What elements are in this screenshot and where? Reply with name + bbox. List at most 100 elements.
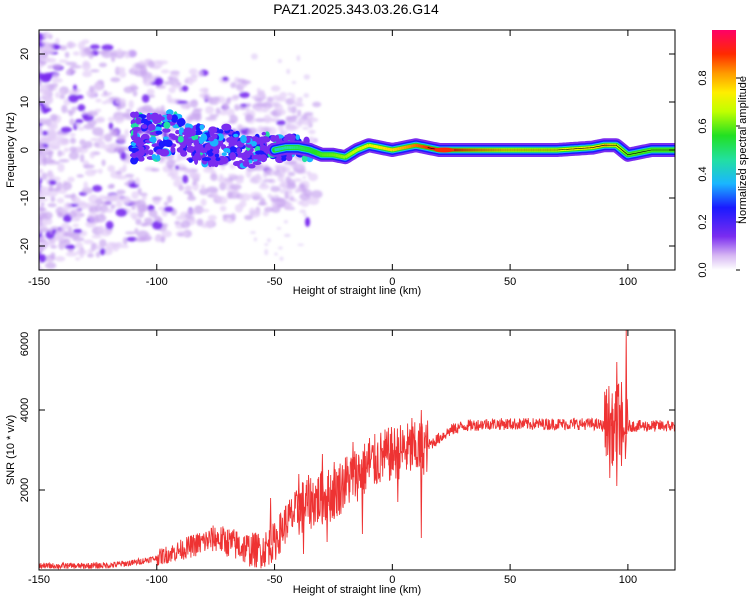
noise-blob	[167, 76, 173, 80]
noise-blob	[90, 69, 100, 73]
ridge-blob	[166, 113, 173, 121]
noise-blob	[39, 237, 42, 244]
noise-blob	[62, 181, 72, 191]
noise-blob	[32, 214, 37, 218]
x-tick-label: 50	[504, 276, 516, 288]
noise-blob	[99, 239, 107, 248]
noise-blob	[275, 198, 287, 207]
noise-blob	[114, 115, 125, 124]
noise-blob	[86, 89, 98, 98]
noise-blob	[65, 61, 78, 66]
ridge-blob	[193, 145, 199, 151]
noise-blob	[39, 88, 45, 92]
ridge-blob	[133, 129, 138, 137]
noise-blob	[32, 154, 36, 158]
noise-blob	[106, 193, 118, 202]
ridge-blob	[147, 123, 156, 132]
noise-blob	[115, 99, 125, 105]
noise-blob	[39, 197, 49, 202]
noise-blob	[249, 210, 256, 216]
ridge-core	[318, 152, 323, 157]
noise-blob	[42, 117, 48, 122]
noise-blob	[39, 79, 42, 87]
ridge-blob	[176, 147, 184, 153]
noise-blob	[156, 60, 169, 65]
ridge-core	[361, 145, 365, 150]
noise-blob	[51, 63, 63, 70]
noise-blob	[122, 113, 133, 118]
ridge-blob	[204, 143, 212, 151]
ridge-blob	[135, 117, 142, 125]
noise-blob	[59, 94, 66, 100]
noise-blob	[40, 192, 48, 198]
noise-blob	[287, 171, 296, 177]
noise-blob	[125, 231, 136, 235]
noise-blob	[271, 185, 275, 189]
noise-blob	[297, 243, 304, 247]
noise-blob	[66, 41, 76, 49]
noise-blob	[254, 105, 267, 113]
noise-blob	[241, 80, 252, 85]
noise-blob	[83, 181, 89, 190]
noise-blob	[44, 262, 57, 269]
noise-blob	[300, 199, 310, 208]
noise-blob	[137, 187, 142, 195]
noise-blob	[124, 128, 129, 138]
noise-blob	[75, 249, 87, 256]
noise-blob	[39, 72, 46, 80]
noise-blob	[189, 172, 198, 178]
noise-blob	[251, 53, 258, 60]
noise-blob	[58, 59, 69, 63]
noise-blob	[207, 214, 217, 221]
noise-blob	[56, 181, 63, 190]
noise-blob	[221, 102, 229, 112]
ridge-blob	[177, 119, 183, 128]
noise-blob	[147, 204, 155, 211]
noise-blob	[134, 237, 147, 242]
noise-blob	[93, 141, 100, 148]
noise-blob	[253, 237, 258, 242]
noise-blob	[260, 89, 265, 96]
ridge-peak	[434, 147, 455, 153]
noise-blob	[94, 213, 107, 223]
x-tick-label: -150	[28, 574, 50, 586]
noise-blob	[294, 190, 299, 194]
noise-blob	[63, 194, 76, 199]
noise-blob	[176, 155, 181, 162]
noise-blob	[210, 173, 218, 181]
noise-blob	[94, 204, 102, 213]
noise-blob	[215, 107, 221, 115]
y-tick-label: 4000	[19, 398, 31, 422]
noise-blob	[57, 163, 65, 173]
snr-panel: -150 -100 -50 0 50 100 2000 4000 6000 Height of…	[5, 329, 676, 596]
noise-blob	[152, 196, 163, 201]
noise-blob	[119, 70, 127, 78]
noise-blob	[163, 201, 169, 207]
noise-blob	[279, 109, 286, 116]
noise-blob	[189, 113, 201, 121]
noise-blob	[291, 80, 297, 85]
noise-blob	[205, 220, 216, 224]
noise-blob	[264, 248, 269, 256]
noise-blob	[175, 165, 180, 170]
ridge-core	[353, 148, 358, 153]
ridge-centerline	[427, 144, 675, 156]
snr-series-line	[39, 330, 675, 570]
noise-blob	[104, 133, 113, 142]
ridge-blob	[215, 157, 221, 161]
noise-blob	[297, 103, 305, 107]
y-tick-label: 6000	[19, 332, 31, 356]
noise-blob	[276, 227, 282, 230]
noise-blob	[32, 38, 38, 41]
y-tick-label: 10	[19, 96, 31, 108]
noise-blob	[121, 196, 132, 205]
noise-blob	[39, 254, 41, 259]
noise-blob	[34, 40, 39, 45]
noise-blob	[69, 210, 77, 219]
noise-blob	[61, 222, 70, 230]
noise-blob	[39, 229, 42, 235]
noise-blob	[110, 77, 121, 83]
noise-blob	[99, 248, 106, 256]
noise-blob	[69, 146, 77, 153]
